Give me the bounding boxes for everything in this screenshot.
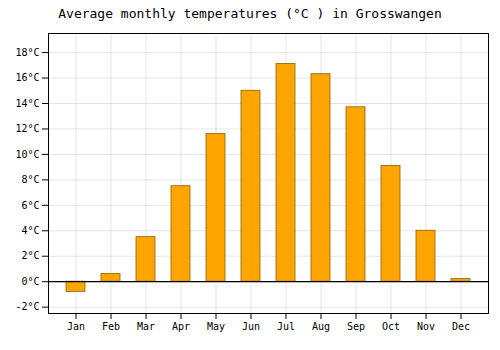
svg-text:8°C: 8°C — [21, 174, 39, 185]
svg-text:16°C: 16°C — [15, 72, 39, 83]
svg-text:6°C: 6°C — [21, 200, 39, 211]
svg-text:14°C: 14°C — [15, 98, 39, 109]
svg-text:12°C: 12°C — [15, 123, 39, 134]
svg-text:Oct: Oct — [382, 321, 400, 332]
svg-text:4°C: 4°C — [21, 225, 39, 236]
svg-text:Aug: Aug — [312, 321, 330, 332]
svg-text:Jun: Jun — [242, 321, 260, 332]
svg-text:2°C: 2°C — [21, 250, 39, 261]
svg-text:-2°C: -2°C — [15, 301, 39, 312]
svg-text:Feb: Feb — [102, 321, 120, 332]
svg-text:Mar: Mar — [137, 321, 155, 332]
svg-text:Dec: Dec — [452, 321, 470, 332]
html-text:Average monthly temperatures (: Average monthly temperatures (°C ) in Gr… — [58, 6, 442, 21]
svg-text:Jul: Jul — [277, 321, 295, 332]
svg-text:Sep: Sep — [347, 321, 365, 332]
svg-text:Apr: Apr — [172, 321, 190, 332]
svg-text:Nov: Nov — [417, 321, 435, 332]
svg-text:0°C: 0°C — [21, 276, 39, 287]
svg-text:Jan: Jan — [67, 321, 85, 332]
svg-text:18°C: 18°C — [15, 47, 39, 58]
svg-text:10°C: 10°C — [15, 149, 39, 160]
svg-text:May: May — [207, 321, 225, 332]
